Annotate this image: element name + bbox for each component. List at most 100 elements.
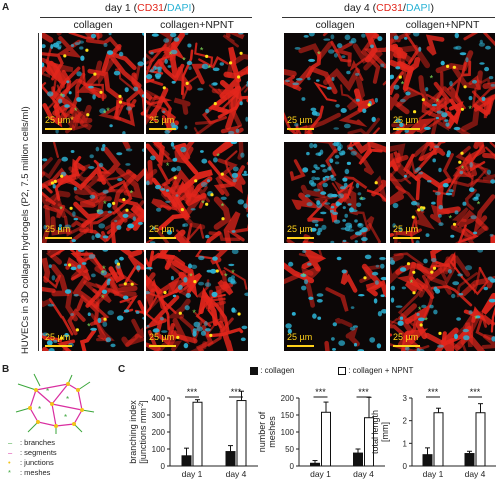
cd31-label: CD31 bbox=[137, 2, 165, 14]
svg-text:*: * bbox=[169, 50, 173, 60]
y-tick-label: 2 bbox=[403, 417, 408, 426]
svg-text:*: * bbox=[461, 164, 465, 174]
x-tick-label: day 1 bbox=[423, 469, 444, 479]
significance-label: *** bbox=[358, 387, 369, 397]
scale-bar-label: 25 µm bbox=[149, 332, 175, 342]
svg-text:*: * bbox=[418, 305, 422, 315]
significance-label: *** bbox=[470, 387, 481, 397]
micrograph-image: **** bbox=[390, 250, 495, 351]
schematic-legend-key: – bbox=[8, 438, 13, 447]
micrograph-image: **** bbox=[146, 33, 248, 134]
panel-a-letter: A bbox=[2, 2, 10, 13]
y-tick-label: 200 bbox=[281, 394, 295, 403]
schematic-legend-item: –: branches bbox=[8, 438, 55, 447]
bar bbox=[192, 401, 203, 467]
scale-bar bbox=[393, 345, 420, 347]
schematic-legend-key: • bbox=[8, 458, 11, 467]
schematic-legend-key: * bbox=[8, 468, 11, 477]
micrograph-image: **** bbox=[390, 142, 495, 243]
svg-text:*: * bbox=[317, 49, 321, 59]
y-tick-label: 300 bbox=[152, 411, 166, 420]
x-tick-label: day 4 bbox=[353, 469, 374, 479]
bar bbox=[181, 455, 192, 467]
y-axis-label: number of bbox=[257, 411, 267, 452]
svg-text:*: * bbox=[436, 97, 440, 107]
scale-bar-label: 25 µm bbox=[45, 332, 71, 342]
day1-header-rule bbox=[40, 17, 252, 18]
scale-bar bbox=[149, 237, 176, 239]
svg-text:*: * bbox=[221, 202, 225, 212]
svg-text:*: * bbox=[474, 314, 478, 324]
svg-text:*: * bbox=[216, 151, 220, 161]
micrograph-image: * bbox=[284, 250, 386, 351]
svg-text:*: * bbox=[60, 92, 64, 102]
svg-text:*: * bbox=[401, 79, 405, 89]
svg-text:*: * bbox=[59, 204, 63, 214]
junction-dots bbox=[28, 382, 84, 428]
scale-bar-label: 25 µm bbox=[287, 224, 313, 234]
bar bbox=[422, 454, 433, 467]
micrograph-image: **** bbox=[390, 33, 495, 134]
paren-label: ) bbox=[191, 2, 195, 14]
y-tick-label: 50 bbox=[285, 445, 294, 454]
bar bbox=[475, 412, 486, 467]
schematic-legend-text: : meshes bbox=[20, 468, 51, 477]
bar bbox=[310, 462, 320, 467]
micrograph-tile: * 25 µm bbox=[284, 33, 386, 134]
day4-header: day 4 (CD31/DAPI) bbox=[283, 2, 495, 14]
scale-bar bbox=[45, 237, 72, 239]
schematic-legend-text: : branches bbox=[20, 438, 56, 447]
svg-text:*: * bbox=[468, 104, 472, 114]
col-header-collagen-d4: collagen bbox=[315, 19, 355, 31]
micrograph-image: **** bbox=[42, 33, 144, 134]
day1-label: day 1 ( bbox=[105, 2, 138, 14]
scale-bar-label: 25 µm bbox=[149, 224, 175, 234]
col-header-collagen-d1: collagen bbox=[73, 19, 113, 31]
scale-bar bbox=[393, 128, 420, 130]
svg-text:*: * bbox=[302, 272, 306, 282]
branch-lines bbox=[15, 373, 95, 434]
x-tick-label: day 4 bbox=[465, 469, 486, 479]
mesh-stars: * * * * bbox=[38, 387, 69, 422]
scale-bar bbox=[287, 128, 314, 130]
x-tick-label: day 1 bbox=[182, 469, 203, 479]
svg-text:*: * bbox=[64, 413, 67, 422]
micrograph-image: **** bbox=[42, 250, 144, 351]
schematic-legend-item: –: segments bbox=[8, 448, 57, 457]
y-axis-label: branching index bbox=[128, 400, 138, 464]
svg-text:*: * bbox=[477, 199, 481, 209]
scale-bar-label: 25 µm bbox=[45, 224, 71, 234]
scale-bar-label: 25 µm bbox=[149, 115, 175, 125]
x-tick-label: day 1 bbox=[310, 469, 331, 479]
micrograph-tile: * 25 µm bbox=[284, 250, 386, 351]
slash-label: / bbox=[164, 2, 167, 14]
y-tick-label: 0 bbox=[290, 462, 295, 471]
bar bbox=[225, 451, 236, 467]
svg-text:*: * bbox=[101, 293, 105, 303]
svg-text:*: * bbox=[87, 322, 91, 332]
scale-bar bbox=[287, 345, 314, 347]
scale-bar bbox=[149, 128, 176, 130]
legend-npnt: : collagen + NPNT bbox=[338, 366, 413, 375]
col-header-npnt-d4: collagen+NPNT bbox=[405, 19, 480, 31]
y-tick-label: 150 bbox=[281, 411, 295, 420]
network-schematic: * * * * bbox=[15, 373, 95, 434]
svg-text:*: * bbox=[66, 395, 69, 404]
svg-text:*: * bbox=[360, 195, 364, 205]
y-tick-label: 3 bbox=[403, 394, 408, 403]
schematic-legend-text: : segments bbox=[20, 448, 57, 457]
schematic-legend-key: – bbox=[8, 448, 13, 457]
x-tick-label: day 4 bbox=[226, 469, 247, 479]
significance-label: *** bbox=[231, 387, 242, 397]
scale-bar bbox=[393, 237, 420, 239]
schematic-legend-text: : junctions bbox=[20, 458, 54, 467]
scale-bar-label: 25 µm* bbox=[45, 115, 74, 125]
legend-collagen: : collagen bbox=[250, 366, 294, 375]
bar bbox=[353, 452, 363, 467]
micrograph-tile: * * * * 25 µm bbox=[42, 142, 144, 243]
micrograph-tile: * 25 µm bbox=[284, 142, 386, 243]
y-tick-label: 200 bbox=[152, 428, 166, 437]
micrograph-tile: * * * * 25 µm bbox=[390, 142, 495, 243]
svg-text:*: * bbox=[103, 199, 107, 209]
micrograph-tile: * * * * 25 µm bbox=[146, 33, 248, 134]
